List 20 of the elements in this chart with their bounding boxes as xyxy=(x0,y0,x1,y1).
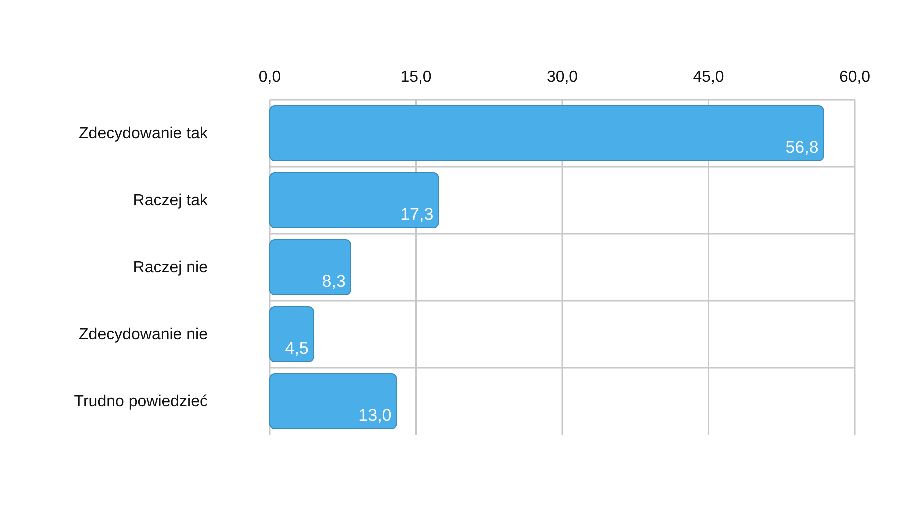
data-label: 13,0 xyxy=(358,406,392,425)
y-tick-label: Raczej tak xyxy=(133,192,209,210)
y-tick-label: Zdecydowanie nie xyxy=(79,326,208,344)
bar xyxy=(270,306,314,362)
data-label: 56,8 xyxy=(786,138,819,157)
x-tick-label: 30,0 xyxy=(546,69,578,86)
data-label: 8,3 xyxy=(322,272,346,291)
bar xyxy=(270,106,824,162)
bar xyxy=(270,374,398,430)
bar xyxy=(270,172,440,228)
x-tick-label: 45,0 xyxy=(693,69,724,86)
y-tick-label: Raczej nie xyxy=(133,260,208,277)
x-tick-label: 0,0 xyxy=(258,69,282,86)
bar xyxy=(270,240,352,296)
data-label: 4,5 xyxy=(285,338,309,358)
y-tick-label: Zdecydowanie tak xyxy=(79,126,209,143)
x-tick-label: 15,0 xyxy=(400,69,432,86)
data-label: 17,3 xyxy=(400,204,434,224)
x-tick-label: 60,0 xyxy=(839,69,871,86)
y-tick-label: Trudno powiedzieć xyxy=(74,394,208,411)
